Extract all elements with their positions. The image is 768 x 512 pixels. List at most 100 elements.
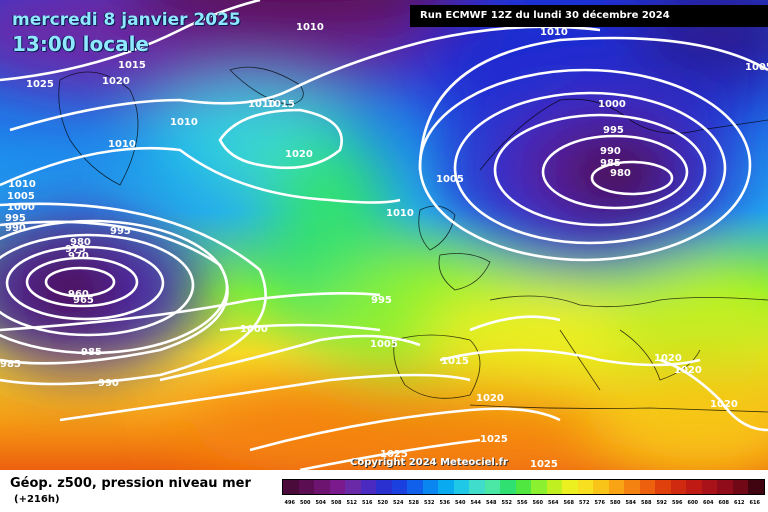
isobar-label: 1020 <box>285 149 313 160</box>
isobar-label: 980 <box>610 168 631 179</box>
isobar-label: 1025 <box>380 449 408 460</box>
legend-swatch <box>453 480 469 494</box>
legend-swatch <box>624 480 640 494</box>
legend-swatch <box>500 480 516 494</box>
legend-swatch <box>608 480 624 494</box>
legend-swatch <box>593 480 609 494</box>
isobar-label: 970 <box>68 251 89 262</box>
isobar-label: 1020 <box>102 76 130 87</box>
legend-swatch <box>438 480 454 494</box>
isobar-label: 960 <box>68 289 89 300</box>
legend-tick-label: 600 <box>687 500 698 506</box>
legend-tick-label: 576 <box>594 500 605 506</box>
isobar-label: 985 <box>0 359 21 370</box>
legend-tick-label: 572 <box>579 500 590 506</box>
isobar-label: 975 <box>65 244 86 255</box>
legend-tick-label: 496 <box>284 500 295 506</box>
legend-tick-label: 584 <box>625 500 636 506</box>
legend-tick-label: 540 <box>455 500 466 506</box>
legend-tick-label: 532 <box>424 500 435 506</box>
legend-swatch <box>732 480 748 494</box>
legend-swatch <box>717 480 733 494</box>
isobar-label: 1010 <box>108 139 136 150</box>
parameter-title: Géop. z500, pression niveau mer <box>10 476 251 491</box>
isobar-label: 1005 <box>370 339 398 350</box>
legend-tick-label: 588 <box>641 500 652 506</box>
isobar-label: 1020 <box>476 393 504 404</box>
isobar-label: 965 <box>73 295 94 306</box>
legend-swatch <box>391 480 407 494</box>
legend-tick-label: 580 <box>610 500 621 506</box>
isobar-label: 1005 <box>436 174 464 185</box>
isobar-label: 985 <box>81 347 102 358</box>
legend-tick-label: 556 <box>517 500 528 506</box>
legend-tick-label: 552 <box>501 500 512 506</box>
legend-tick-label: 568 <box>563 500 574 506</box>
isobar-label: 995 <box>5 213 26 224</box>
legend-swatch <box>655 480 671 494</box>
isobar-label: 990 <box>98 378 119 389</box>
copyright-notice: Copyright 2024 Meteociel.fr <box>350 457 508 468</box>
isobar-label: 1005 <box>745 62 768 73</box>
isobar-label: 1020 <box>654 353 682 364</box>
legend-swatch <box>407 480 423 494</box>
isobar-label: 1000 <box>598 99 626 110</box>
isobar-label: 980 <box>70 237 91 248</box>
legend-swatch <box>701 480 717 494</box>
lead-time: (+216h) <box>14 494 60 505</box>
legend-tick-label: 616 <box>749 500 760 506</box>
legend-swatch <box>686 480 702 494</box>
legend-swatch <box>345 480 361 494</box>
legend-tick-label: 564 <box>548 500 559 506</box>
legend-swatch <box>670 480 686 494</box>
legend-swatch <box>748 480 764 494</box>
legend-tick-label: 548 <box>486 500 497 506</box>
legend-swatch <box>329 480 345 494</box>
legend-swatch <box>298 480 314 494</box>
legend-swatch <box>360 480 376 494</box>
legend-swatch <box>639 480 655 494</box>
isobar-label: 1025 <box>530 459 558 470</box>
geopotential-field <box>0 0 768 470</box>
legend-swatch <box>283 480 299 494</box>
isobar-label: 1010 <box>296 22 324 33</box>
legend-swatch <box>562 480 578 494</box>
legend-tick-label: 516 <box>362 500 373 506</box>
legend-tick-label: 500 <box>300 500 311 506</box>
isobar-label: 1010 <box>170 117 198 128</box>
isobar-label: 1000 <box>240 324 268 335</box>
legend-tick-label: 508 <box>331 500 342 506</box>
isobar-label: 995 <box>603 125 624 136</box>
isobar-label: 1010 <box>540 27 568 38</box>
isobar-label: 995 <box>110 226 131 237</box>
legend-tick-label: 520 <box>377 500 388 506</box>
legend-tick-label: 536 <box>439 500 450 506</box>
isobar-label: 1005 <box>7 191 35 202</box>
forecast-date: mercredi 8 janvier 2025 <box>12 10 241 30</box>
legend-swatch <box>422 480 438 494</box>
legend-swatch <box>546 480 562 494</box>
legend-tick-label: 608 <box>718 500 729 506</box>
isobar-label: 1010 <box>248 99 276 110</box>
legend-swatch <box>577 480 593 494</box>
legend-tick-label: 524 <box>393 500 404 506</box>
legend-swatch <box>376 480 392 494</box>
isobar-label: 985 <box>600 158 621 169</box>
isobar-label: 1015 <box>441 356 469 367</box>
isobar-label: 990 <box>5 223 26 234</box>
isobar-label: 1015 <box>267 99 295 110</box>
legend-tick-label: 592 <box>656 500 667 506</box>
legend-swatch <box>484 480 500 494</box>
isobar-labels: 1010 1010 1005 1015 1025 1020 1010 1015 … <box>0 22 768 470</box>
legend-tick-label: 528 <box>408 500 419 506</box>
isobar-label: 1020 <box>710 399 738 410</box>
legend-swatch <box>469 480 485 494</box>
legend-tick-label: 612 <box>734 500 745 506</box>
isobar-label: 1000 <box>7 202 35 213</box>
legend-tick-label: 604 <box>703 500 714 506</box>
isobars <box>0 0 768 470</box>
isobar-label: 995 <box>371 295 392 306</box>
isobar-label: 1025 <box>26 79 54 90</box>
isobar-label: 1025 <box>480 434 508 445</box>
